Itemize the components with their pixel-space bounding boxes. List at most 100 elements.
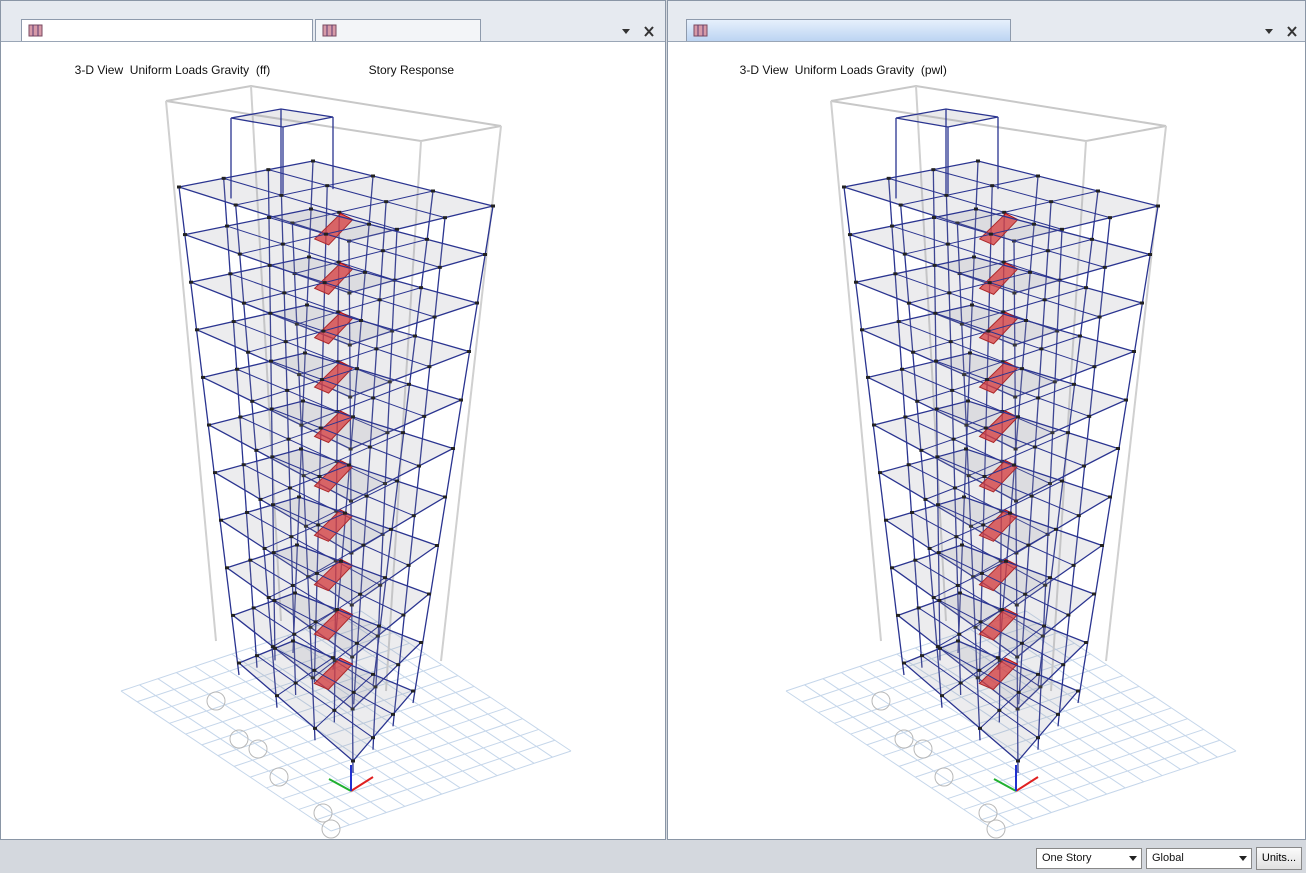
joint [1056, 713, 1060, 716]
joint [978, 727, 982, 730]
joint [915, 400, 919, 403]
joint [1077, 514, 1081, 517]
joint [284, 340, 288, 343]
joint [272, 599, 276, 602]
joint [307, 256, 311, 259]
dropdown-label: Global [1152, 852, 1184, 864]
button-label: Units... [1262, 852, 1296, 864]
joint [970, 304, 974, 307]
joint [1082, 465, 1086, 468]
panel-controls[interactable] [1264, 25, 1304, 39]
joint [1140, 302, 1144, 305]
joint [231, 614, 235, 617]
joint [917, 606, 921, 609]
model-view[interactable] [1, 42, 665, 839]
joint [363, 271, 367, 274]
joint [1026, 544, 1030, 547]
joint [371, 396, 375, 399]
joint [359, 319, 363, 322]
joint [483, 253, 487, 256]
joint [1072, 564, 1076, 567]
joint [1156, 205, 1160, 208]
joint [270, 408, 274, 411]
joint [351, 415, 355, 418]
joint [1024, 319, 1028, 322]
tab[interactable]: 3-D View Uniform Loads Gravity (pwl) [686, 19, 1011, 41]
model-view[interactable] [668, 42, 1305, 839]
joint [952, 438, 956, 441]
panel-controls[interactable] [621, 25, 661, 39]
joint [309, 208, 313, 211]
axis-x [351, 777, 373, 791]
joint [272, 551, 276, 554]
joint [854, 281, 858, 284]
story-dropdown[interactable]: One Story [1036, 848, 1142, 869]
joint [923, 498, 927, 501]
joint [451, 447, 455, 450]
joint [396, 663, 400, 666]
joint [267, 216, 271, 219]
joint [1108, 216, 1112, 219]
joint [419, 286, 423, 289]
joint [294, 682, 298, 685]
joint [990, 184, 994, 187]
joint [949, 340, 953, 343]
joint [913, 559, 917, 562]
joint [269, 360, 273, 363]
joint [1008, 512, 1012, 515]
joint [383, 576, 387, 579]
joint [325, 184, 329, 187]
joint [953, 486, 957, 489]
joint [413, 335, 417, 338]
joint [320, 378, 324, 381]
joint [920, 654, 924, 657]
joint [1023, 593, 1027, 596]
coordinate-dropdown[interactable]: Global [1146, 848, 1252, 869]
dropdown-arrow [1129, 856, 1137, 862]
tab[interactable]: Story Response [315, 19, 481, 41]
joint [303, 352, 307, 355]
joint [321, 330, 325, 333]
joint [887, 177, 891, 180]
joint [960, 544, 964, 547]
joint [974, 208, 978, 211]
joint [352, 691, 356, 694]
tab[interactable]: 3-D View Uniform Loads Gravity (ff) [21, 19, 313, 41]
joint [255, 654, 259, 657]
joint [407, 564, 411, 567]
joint [389, 528, 393, 531]
joint [331, 656, 335, 659]
joint [910, 511, 914, 514]
joint [1036, 673, 1040, 676]
joint [935, 408, 939, 411]
units-button[interactable]: Units... [1256, 847, 1302, 870]
joint [900, 368, 904, 371]
joint [1116, 447, 1120, 450]
joint [1028, 271, 1032, 274]
joint [1049, 200, 1053, 203]
joint [412, 514, 416, 517]
joint [977, 669, 981, 672]
joint [222, 177, 226, 180]
joint [242, 302, 246, 305]
joint [435, 544, 439, 547]
joint [1092, 365, 1096, 368]
joint [1004, 560, 1008, 563]
joint [936, 503, 940, 506]
joint [268, 312, 272, 315]
joint [314, 620, 318, 623]
joint [315, 572, 319, 575]
joint [282, 291, 286, 294]
joint [273, 647, 277, 650]
joint [1016, 760, 1020, 763]
joint [232, 320, 236, 323]
axis-x [1016, 777, 1038, 791]
joint [237, 662, 241, 665]
joint [1036, 736, 1040, 739]
status-bar: One Story Global Units... [0, 840, 1306, 873]
joint [985, 378, 989, 381]
joint [979, 620, 983, 623]
joint [248, 559, 252, 562]
joint [896, 614, 900, 617]
joint [213, 471, 217, 474]
